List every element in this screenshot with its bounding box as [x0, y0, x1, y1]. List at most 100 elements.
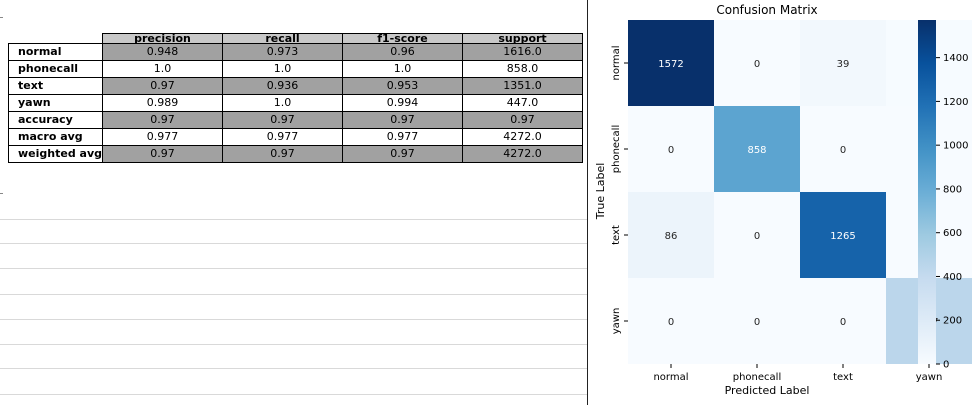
grid-line [0, 219, 588, 220]
table-cell: 0.953 [342, 77, 463, 95]
colorbar-tick-label: 800 [943, 184, 962, 195]
cell-value-label: 1265 [830, 231, 855, 242]
cell-value-label: 858 [747, 145, 766, 156]
heatmap-cell [628, 278, 714, 364]
heatmap-cell [714, 20, 800, 106]
table-cell: 4272.0 [462, 128, 583, 146]
table-corner-cell [9, 34, 103, 44]
table-header-row: precision recall f1-score support [9, 33, 583, 44]
heatmap-cell [800, 192, 886, 278]
table-cell: 0.97 [222, 111, 343, 129]
table-cell: 0.994 [342, 94, 463, 112]
column-header-support: support [462, 33, 583, 44]
classification-report-panel: precision recall f1-score support normal… [0, 17, 588, 395]
cell-value-label: 0 [754, 231, 760, 242]
table-cell: 447.0 [462, 94, 583, 112]
table-cell: 0.948 [102, 43, 223, 61]
table-cell: 858.0 [462, 60, 583, 78]
panel-divider [587, 0, 588, 405]
cell-value-label: 0 [754, 59, 760, 70]
column-header-recall: recall [222, 33, 343, 44]
colorbar-tick-label: 400 [943, 272, 962, 283]
table-cell: 1.0 [102, 60, 223, 78]
table-cell: 0.989 [102, 94, 223, 112]
row-label: normal [8, 43, 103, 61]
table-row: yawn 0.989 1.0 0.994 447.0 [8, 94, 583, 112]
row-label: phonecall [8, 60, 103, 78]
heatmap-cell [714, 278, 800, 364]
colorbar-tick-label: 600 [943, 228, 962, 239]
table-cell: 1351.0 [462, 77, 583, 95]
x-tick-label: phonecall [733, 372, 781, 383]
table-cell: 0.97 [222, 145, 343, 163]
heatmap-cell [714, 106, 800, 192]
row-label: weighted avg [8, 145, 103, 163]
table-cell: 1.0 [342, 60, 463, 78]
cell-value-label: 0 [840, 317, 846, 328]
grid-line [0, 243, 588, 244]
colorbar-tick-label: 1000 [943, 141, 968, 152]
table-cell: 0.977 [222, 128, 343, 146]
table-cell: 0.97 [462, 111, 583, 129]
grid-line [0, 394, 588, 395]
row-label: text [8, 77, 103, 95]
colorbar-tick-label: 1400 [943, 53, 968, 64]
row-label: macro avg [8, 128, 103, 146]
table-cell: 1.0 [222, 60, 343, 78]
table-cell: 4272.0 [462, 145, 583, 163]
cell-value-label: 1572 [658, 59, 683, 70]
y-tick-label: phonecall [611, 125, 622, 173]
classification-report-table: precision recall f1-score support normal… [8, 33, 583, 163]
table-row: text 0.97 0.936 0.953 1351.0 [8, 77, 583, 95]
grid-line [0, 344, 588, 345]
column-header-f1-score: f1-score [342, 33, 463, 44]
cell-value-label: 0 [840, 145, 846, 156]
table-row: normal 0.948 0.973 0.96 1616.0 [8, 43, 583, 61]
table-cell: 0.973 [222, 43, 343, 61]
colorbar-tick-label: 0 [943, 360, 949, 371]
y-tick-label: text [611, 225, 622, 245]
heatmap-axes: normal phonecall text yawn normal phonecall te… [611, 45, 942, 383]
cell-value-label: 39 [837, 59, 850, 70]
heatmap-cell [800, 106, 886, 192]
colorbar-tick-label: 200 [943, 316, 962, 327]
table-row: weighted avg 0.97 0.97 0.97 4272.0 [8, 145, 583, 163]
cell-value-label: 0 [754, 317, 760, 328]
grid-line [0, 294, 588, 295]
table-row: accuracy 0.97 0.97 0.97 0.97 [8, 111, 583, 129]
x-tick-label: normal [653, 372, 688, 383]
table-cell: 1.0 [222, 94, 343, 112]
table-row: phonecall 1.0 1.0 1.0 858.0 [8, 60, 583, 78]
table-cell: 0.97 [102, 145, 223, 163]
table-cell: 0.97 [102, 111, 223, 129]
colorbar-tick-label: 1200 [943, 97, 968, 108]
grid-line [0, 268, 588, 269]
heatmap-cell [628, 192, 714, 278]
colorbar-gradient [918, 20, 936, 364]
cell-value-label: 86 [665, 231, 678, 242]
table-cell: 0.96 [342, 43, 463, 61]
colorbar: 0 200 400 600 800 1000 1200 1400 [918, 20, 968, 371]
column-header-precision: precision [102, 33, 223, 44]
table-cell: 0.97 [102, 77, 223, 95]
chart-title: Confusion Matrix [716, 3, 817, 17]
cell-value-label: 0 [668, 317, 674, 328]
table-cell: 0.936 [222, 77, 343, 95]
row-label: yawn [8, 94, 103, 112]
table-cell: 1616.0 [462, 43, 583, 61]
table-cell: 0.977 [102, 128, 223, 146]
heatmap-cell [800, 20, 886, 106]
y-tick-label: yawn [611, 308, 622, 335]
x-tick-label: text [833, 372, 853, 383]
cell-value-label: 0 [668, 145, 674, 156]
heatmap-cell [628, 106, 714, 192]
grid-line [0, 368, 588, 369]
row-label: accuracy [8, 111, 103, 129]
table-row: macro avg 0.977 0.977 0.977 4272.0 [8, 128, 583, 146]
confusion-matrix-chart: Confusion Matrix 15720395085800860126500… [594, 3, 972, 397]
heatmap-cell [628, 20, 714, 106]
axis-tick-mark [0, 17, 3, 18]
y-tick-label: normal [611, 45, 622, 80]
heatmap-cell [800, 278, 886, 364]
x-tick-label: yawn [916, 372, 943, 383]
